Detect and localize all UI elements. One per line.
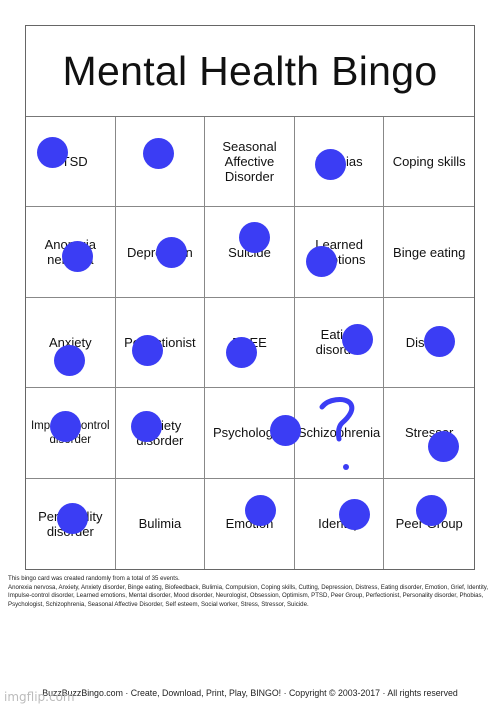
bingo-cell[interactable]: Seasonal Affective Disorder	[205, 117, 295, 208]
bingo-cell[interactable]: Coping skills	[384, 117, 474, 208]
bingo-cell[interactable]: Anxiety	[26, 297, 116, 389]
cell-label: FREE	[232, 334, 267, 350]
bingo-cell[interactable]: Anxiety disorder	[115, 388, 206, 479]
bingo-cell[interactable]: Suicide	[205, 207, 295, 298]
cell-label: Bulimia	[138, 516, 182, 532]
cell-label: Impulse-control disorder	[30, 419, 110, 446]
bingo-cell[interactable]: Bulimia	[116, 478, 206, 569]
bingo-cell[interactable]: Emotion	[205, 478, 295, 569]
bingo-cell[interactable]: Phobias	[294, 117, 385, 208]
bingo-cell[interactable]: Schizophrenia	[294, 388, 385, 479]
cell-label: Identity	[318, 516, 361, 532]
cell-label: Suicide	[228, 244, 271, 260]
cell-label: Personality disorder	[38, 508, 103, 539]
cell-label: Phobias	[315, 154, 363, 170]
cell-label: Anxiety disorder	[136, 417, 184, 448]
cell-label: PTSD	[52, 154, 88, 170]
footer-text: BuzzBuzzBingo.com · Create, Download, Pr…	[42, 688, 458, 698]
bingo-cell[interactable]: Distress	[384, 298, 474, 389]
bingo-cell[interactable]: Identity	[295, 478, 385, 569]
cell-label: Anorexia nervosa	[44, 237, 96, 268]
bingo-cell[interactable]: Personality disorder	[26, 478, 116, 569]
cell-label: Coping skills	[392, 154, 466, 170]
cell-label: Schizophrenia	[297, 425, 381, 441]
bingo-cell[interactable]: Learned emotions	[294, 207, 385, 298]
cell-label: Seasonal Affective Disorder	[222, 139, 277, 185]
cell-label: Depression	[127, 244, 193, 260]
free-cell[interactable]: FREE	[205, 297, 295, 389]
cell-label: Learned emotions	[312, 237, 366, 268]
bingo-cell[interactable]: Eating disorder	[294, 297, 385, 389]
cell-label: Eating disorder	[315, 327, 363, 358]
bingo-grid: PTSD Seasonal Affective Disorder Phobias…	[26, 117, 474, 569]
bingo-card: Mental Health Bingo PTSD Seasonal Affect…	[25, 25, 475, 570]
cell-label: Stressor	[404, 425, 454, 441]
cell-label: Psychologist	[213, 425, 286, 441]
bingo-cell[interactable]	[115, 117, 206, 208]
bingo-cell[interactable]: Psychologist	[205, 388, 295, 479]
cell-label: Peer Group	[395, 516, 463, 532]
event-list: Anorexia nervosa, Anxiety, Anxiety disor…	[8, 583, 489, 608]
bingo-cell[interactable]: Binge eating	[384, 207, 474, 298]
bingo-cell[interactable]: Anorexia nervosa	[26, 207, 116, 298]
info-line: This bingo card was created randomly fro…	[8, 575, 180, 582]
bingo-cell[interactable]: Perfectionist	[115, 297, 206, 389]
card-title: Mental Health Bingo	[26, 26, 474, 117]
bingo-cell[interactable]: PTSD	[26, 117, 116, 208]
bingo-cell[interactable]: Peer Group	[384, 479, 474, 569]
cell-label: Perfectionist	[124, 334, 196, 350]
watermark: imgflip.com	[4, 690, 75, 704]
card-info: This bingo card was created randomly fro…	[8, 575, 494, 609]
cell-label: Distress	[405, 334, 453, 350]
bingo-cell[interactable]: Depression	[115, 207, 206, 298]
cell-label: Emotion	[225, 516, 274, 532]
bingo-cell[interactable]: Stressor	[384, 388, 474, 479]
cell-label: Anxiety	[48, 334, 92, 350]
bingo-cell[interactable]: Impulse-control disorder	[26, 388, 116, 479]
cell-label: Binge eating	[393, 244, 466, 260]
